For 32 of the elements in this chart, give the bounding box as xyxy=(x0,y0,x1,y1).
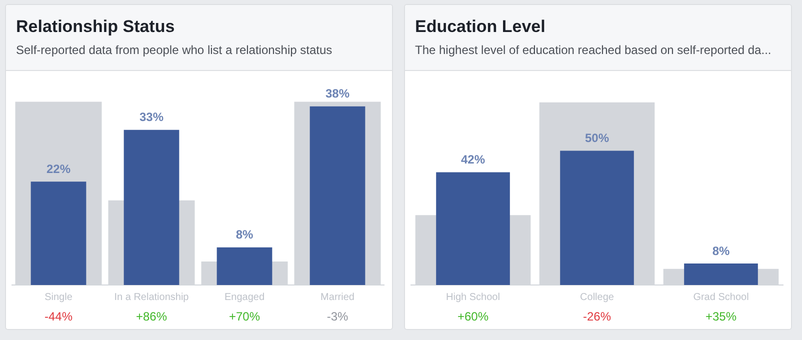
bar xyxy=(684,264,758,285)
text: -44% xyxy=(44,309,73,324)
x-tick-label: Married xyxy=(320,292,354,303)
text: +60% xyxy=(457,309,489,324)
data-label: 8% xyxy=(712,244,730,258)
x-tick-label: Engaged xyxy=(224,292,265,303)
data-label: 8% xyxy=(236,228,254,242)
x-tick-label: In a Relationship xyxy=(114,292,190,303)
data-label: 50% xyxy=(584,131,610,146)
text: +35% xyxy=(705,309,737,324)
bar xyxy=(436,172,510,285)
x-tick-label: Single xyxy=(44,292,73,303)
bar xyxy=(124,130,180,285)
text: +86% xyxy=(136,309,168,324)
bar xyxy=(216,247,272,285)
text: -3% xyxy=(326,309,348,324)
x-tick-label: Grad School xyxy=(693,292,749,303)
data-label: 42% xyxy=(460,152,486,167)
data-label: 22% xyxy=(46,162,71,176)
data-label: 33% xyxy=(139,110,164,124)
bar xyxy=(560,150,634,285)
text: -26% xyxy=(582,309,612,324)
x-tick-label: High School xyxy=(446,292,500,303)
chart-title: Relationship Status xyxy=(16,17,176,37)
chart-subtitle: Self-reported data from people who list a relationship status xyxy=(16,43,334,57)
bar xyxy=(310,106,366,285)
chart-subtitle: The highest level of education reached based on self-reported da... xyxy=(415,43,772,57)
bar xyxy=(30,182,86,285)
chart-title: Education Level xyxy=(415,17,546,37)
data-label: 38% xyxy=(325,86,350,101)
text: +70% xyxy=(228,309,260,324)
x-tick-label: College xyxy=(580,292,614,303)
